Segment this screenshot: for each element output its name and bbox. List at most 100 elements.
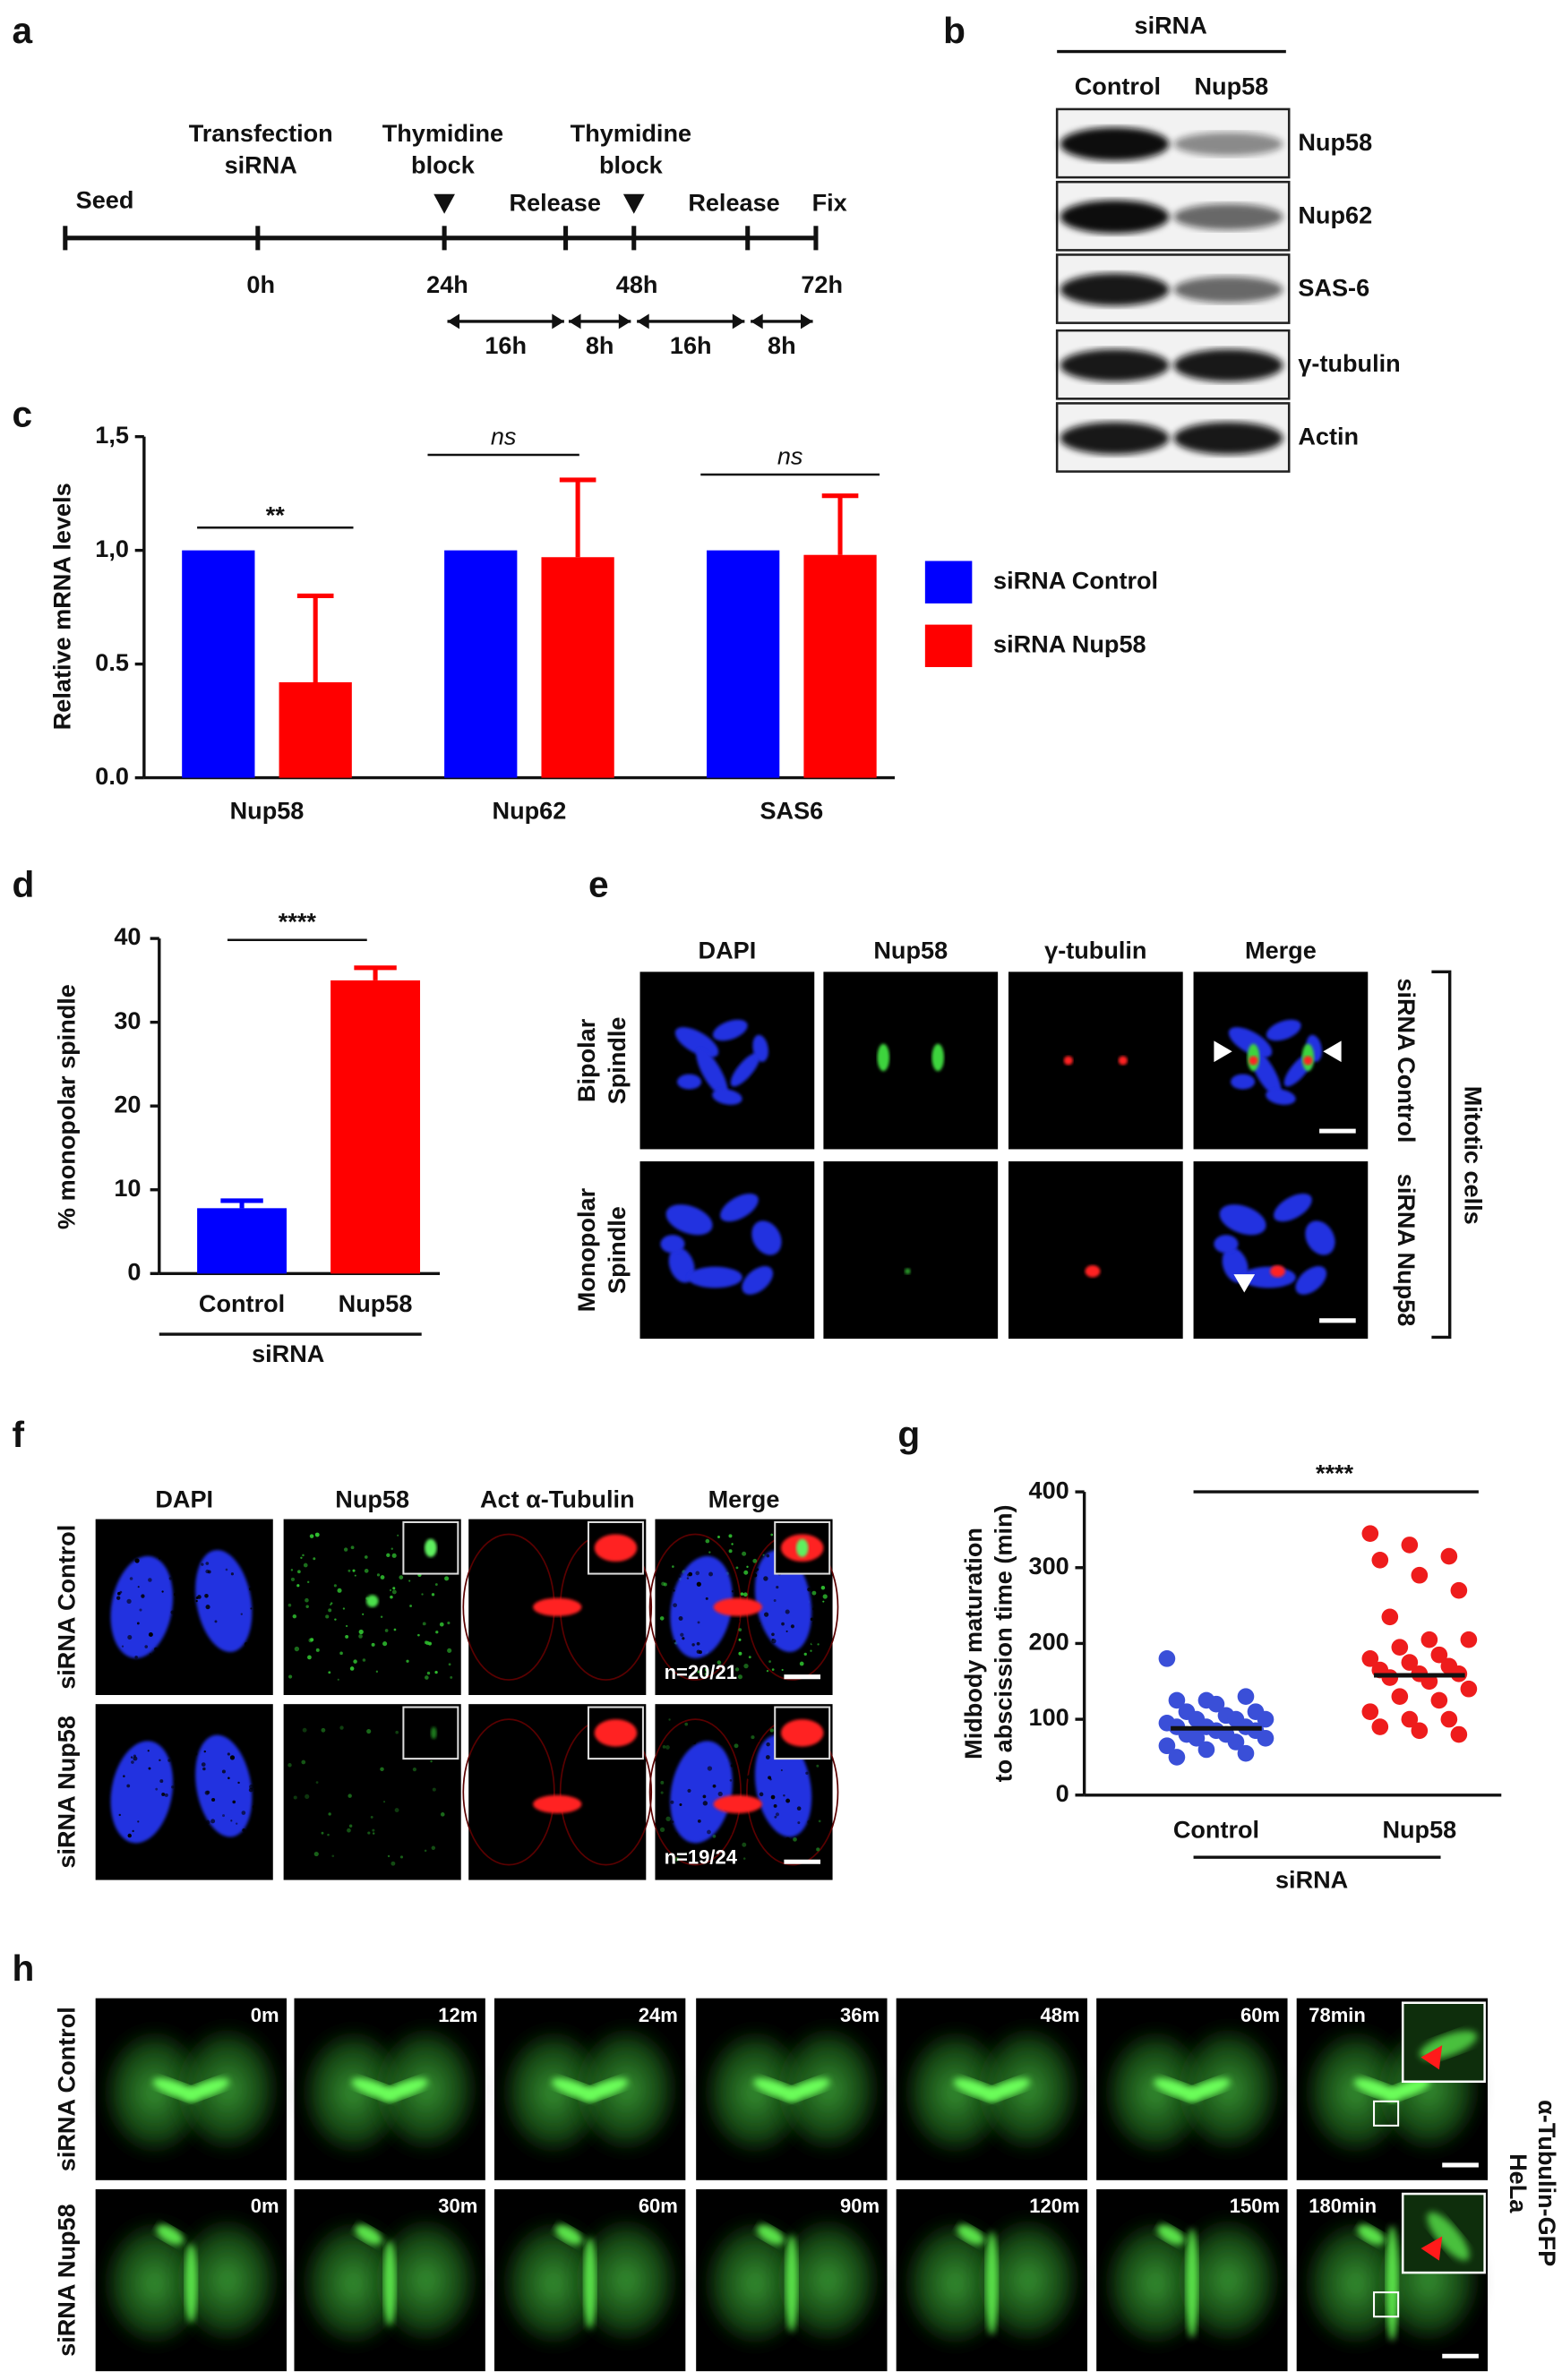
speck [348,1794,352,1798]
count-label: n=20/21 [665,1661,737,1683]
blot-band [1173,348,1283,382]
data-point [1361,1650,1379,1667]
duration-label: 8h [586,331,614,359]
speck [309,1534,314,1538]
speck [696,1581,701,1587]
speck [366,1728,372,1734]
speck [333,1584,337,1588]
speck [752,1573,758,1578]
column-header: Nup58 [873,936,948,963]
micrograph [639,972,815,1150]
speck [702,1801,708,1806]
speck [742,1746,746,1749]
speck [252,1805,256,1809]
speck [350,1545,355,1550]
legend-label: siRNA Control [993,566,1158,594]
speck [241,1811,246,1815]
row-label: Spindle [603,1017,631,1105]
speck [307,1580,310,1584]
speck [448,1663,451,1666]
panel-label: d [13,863,35,904]
bar [182,550,255,778]
speck [173,1592,177,1597]
time-label: 12m [438,2004,477,2026]
speck [159,1557,161,1560]
speck [395,1730,399,1734]
speck [412,1768,417,1772]
signal [581,2078,629,2101]
column-header: Merge [1245,936,1317,963]
speck [440,1812,445,1817]
cell-outline [462,1718,555,1866]
speck [203,1750,207,1753]
signal [785,2234,798,2333]
speck [753,1569,758,1573]
timeline-label: Fix [812,189,847,217]
signal [754,1550,812,1652]
cell-outline [648,1718,742,1866]
x-tick-label: Nup58 [230,797,305,825]
speck [371,1642,375,1647]
speck [731,1543,734,1545]
signal [696,1049,728,1097]
speck [387,1854,390,1858]
speck [380,1575,385,1580]
speck [746,1775,751,1780]
speck [362,1613,365,1615]
speck [735,1619,740,1624]
cell-glow [1173,2213,1283,2348]
speck [362,1658,366,1662]
cell-glow [571,2213,682,2348]
speck [766,1742,770,1747]
speck [131,1760,134,1764]
speck [181,1797,186,1802]
speck [659,1616,665,1621]
speck [132,1829,134,1833]
speck [712,1784,717,1788]
speck [155,1787,159,1791]
signal [554,2224,583,2245]
speck [409,1605,412,1607]
speck [780,1768,783,1772]
row-label: Nup58 [1298,128,1372,156]
speck [148,1632,153,1637]
duration-label: 8h [768,331,796,359]
speck [660,1780,665,1785]
signal [677,1074,702,1090]
signal [1427,2212,1470,2261]
speck [370,1815,373,1819]
data-point [1158,1737,1176,1755]
speck [303,1562,308,1568]
speck [797,1821,801,1825]
data-point [1361,1703,1379,1720]
y-axis-label: Relative mRNA levels [47,483,75,730]
block-marker [622,193,645,214]
speck [769,1778,772,1781]
speck [810,1617,814,1622]
speck [181,1625,186,1631]
speck [697,1670,700,1674]
data-point [1207,1695,1225,1713]
cell-glow [974,2213,1083,2348]
speck [130,1756,133,1759]
y-tick-label: 0.0 [95,762,129,790]
speck [746,1565,749,1569]
speck [725,1822,727,1826]
signal [594,1719,638,1747]
arrow-head [618,313,631,330]
roi [1373,2100,1400,2127]
signal [985,2231,999,2335]
speck [738,1651,742,1656]
signal [730,1052,760,1087]
signal [1156,2224,1185,2245]
speck [127,1833,132,1838]
signal [670,1555,733,1658]
time-label: 36m [840,2004,880,2026]
speck [818,1819,821,1823]
time-label: 72h [801,270,843,298]
signal [931,1043,945,1072]
blot-band [1173,422,1283,455]
speck [439,1622,444,1627]
speck [811,1590,817,1596]
speck [763,1576,768,1581]
